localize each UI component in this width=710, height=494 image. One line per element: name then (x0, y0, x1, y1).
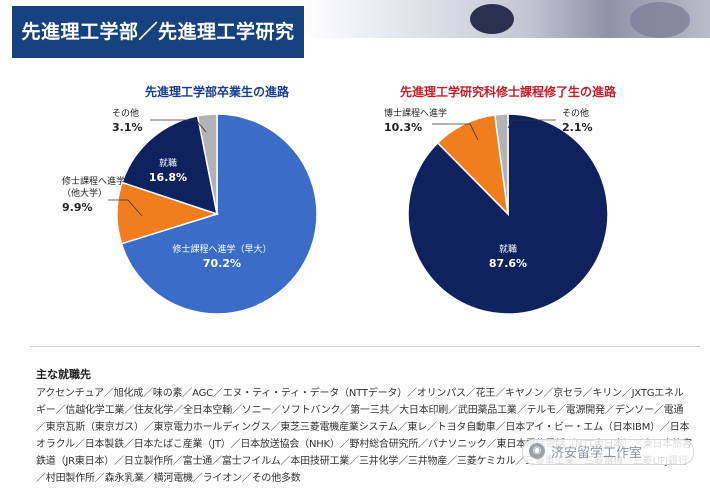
header-photo (300, 0, 710, 38)
slice-value: 16.8% (149, 171, 187, 184)
pie-slice (494, 113, 509, 215)
section-divider (30, 346, 700, 347)
pie-labels: 修士課程へ進学（早大） 70.2% 修士課程へ進学（他大学） 9.9% 就職 16.8% そ… (62, 107, 593, 270)
photo-shape (630, 2, 690, 38)
slice-value: 70.2% (203, 257, 241, 270)
pie-charts: 先進理工学部卒業生の進路 先進理工学研究科修士課程修了生の進路 修士課程へ進学（… (62, 84, 617, 315)
chart-title-graduate: 先進理工学研究科修士課程修了生の進路 (400, 84, 617, 99)
slice-label: 就職 (159, 157, 177, 169)
watermark-text: 济安留学工作室 (551, 446, 643, 461)
watermark-badge (522, 439, 694, 465)
pie-slice (196, 113, 218, 215)
chart-title-undergrad: 先進理工学部卒業生の進路 (145, 84, 290, 99)
pie-undergrad (116, 113, 318, 315)
slice-value: 87.6% (489, 257, 527, 270)
slice-label: その他 (112, 107, 139, 119)
leader-line (150, 119, 207, 133)
leader-line (432, 123, 479, 141)
employers-heading: 主な就職先 (36, 368, 91, 381)
slice-label: 修士課程へ進学 (62, 175, 125, 187)
slice-label: 博士課程へ進学 (384, 107, 447, 119)
leader-line (507, 119, 556, 129)
page-title: 先進理工学部／先進理工学研究科 (12, 6, 304, 95)
slice-label: （他大学） (62, 187, 107, 199)
slice-label: 修士課程へ進学（早大） (172, 243, 271, 255)
employers-list: アクセンチュア／旭化成／味の素／AGC／エヌ・ティ・ティ・データ（NTTデータ）… (36, 388, 692, 484)
pie-graduate (407, 113, 609, 315)
slice-label: その他 (562, 107, 589, 119)
photo-shape (470, 4, 514, 34)
slice-value: 3.1% (112, 121, 143, 134)
wechat-icon: ◉ (529, 443, 545, 459)
slice-label: 就職 (499, 243, 517, 255)
pie-slice (121, 115, 218, 216)
slice-value: 10.3% (384, 121, 422, 134)
slice-value: 9.9% (62, 201, 93, 214)
slice-value: 2.1% (562, 121, 593, 134)
leader-line (108, 199, 143, 217)
